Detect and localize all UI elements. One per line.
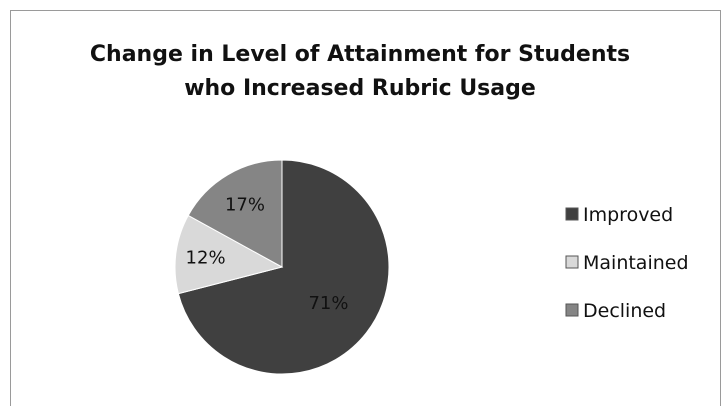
chart-title: Change in Level of Attainment for Studen… xyxy=(40,38,680,106)
pie-slice-maintained xyxy=(174,214,284,295)
pie-slice-labels: 71% 12% 17% xyxy=(186,194,349,314)
legend-label-declined: Declined xyxy=(583,300,666,322)
slice-label-improved: 71% xyxy=(308,293,348,314)
legend: Improved Maintained Declined xyxy=(565,204,689,322)
chart-title-line-2: who Increased Rubric Usage xyxy=(184,76,536,101)
pie-slices xyxy=(174,159,390,375)
legend-swatch-maintained xyxy=(565,255,579,269)
slice-label-maintained: 12% xyxy=(186,247,226,268)
legend-swatch-improved xyxy=(565,207,579,221)
pie-slice-declined xyxy=(187,159,283,268)
pie-slice-improved xyxy=(177,159,390,375)
chart-title-line-1: Change in Level of Attainment for Studen… xyxy=(89,42,631,67)
legend-label-improved: Improved xyxy=(583,204,673,226)
slice-label-declined: 17% xyxy=(225,194,265,215)
legend-swatch-declined xyxy=(565,303,579,317)
legend-label-maintained: Maintained xyxy=(583,252,689,274)
